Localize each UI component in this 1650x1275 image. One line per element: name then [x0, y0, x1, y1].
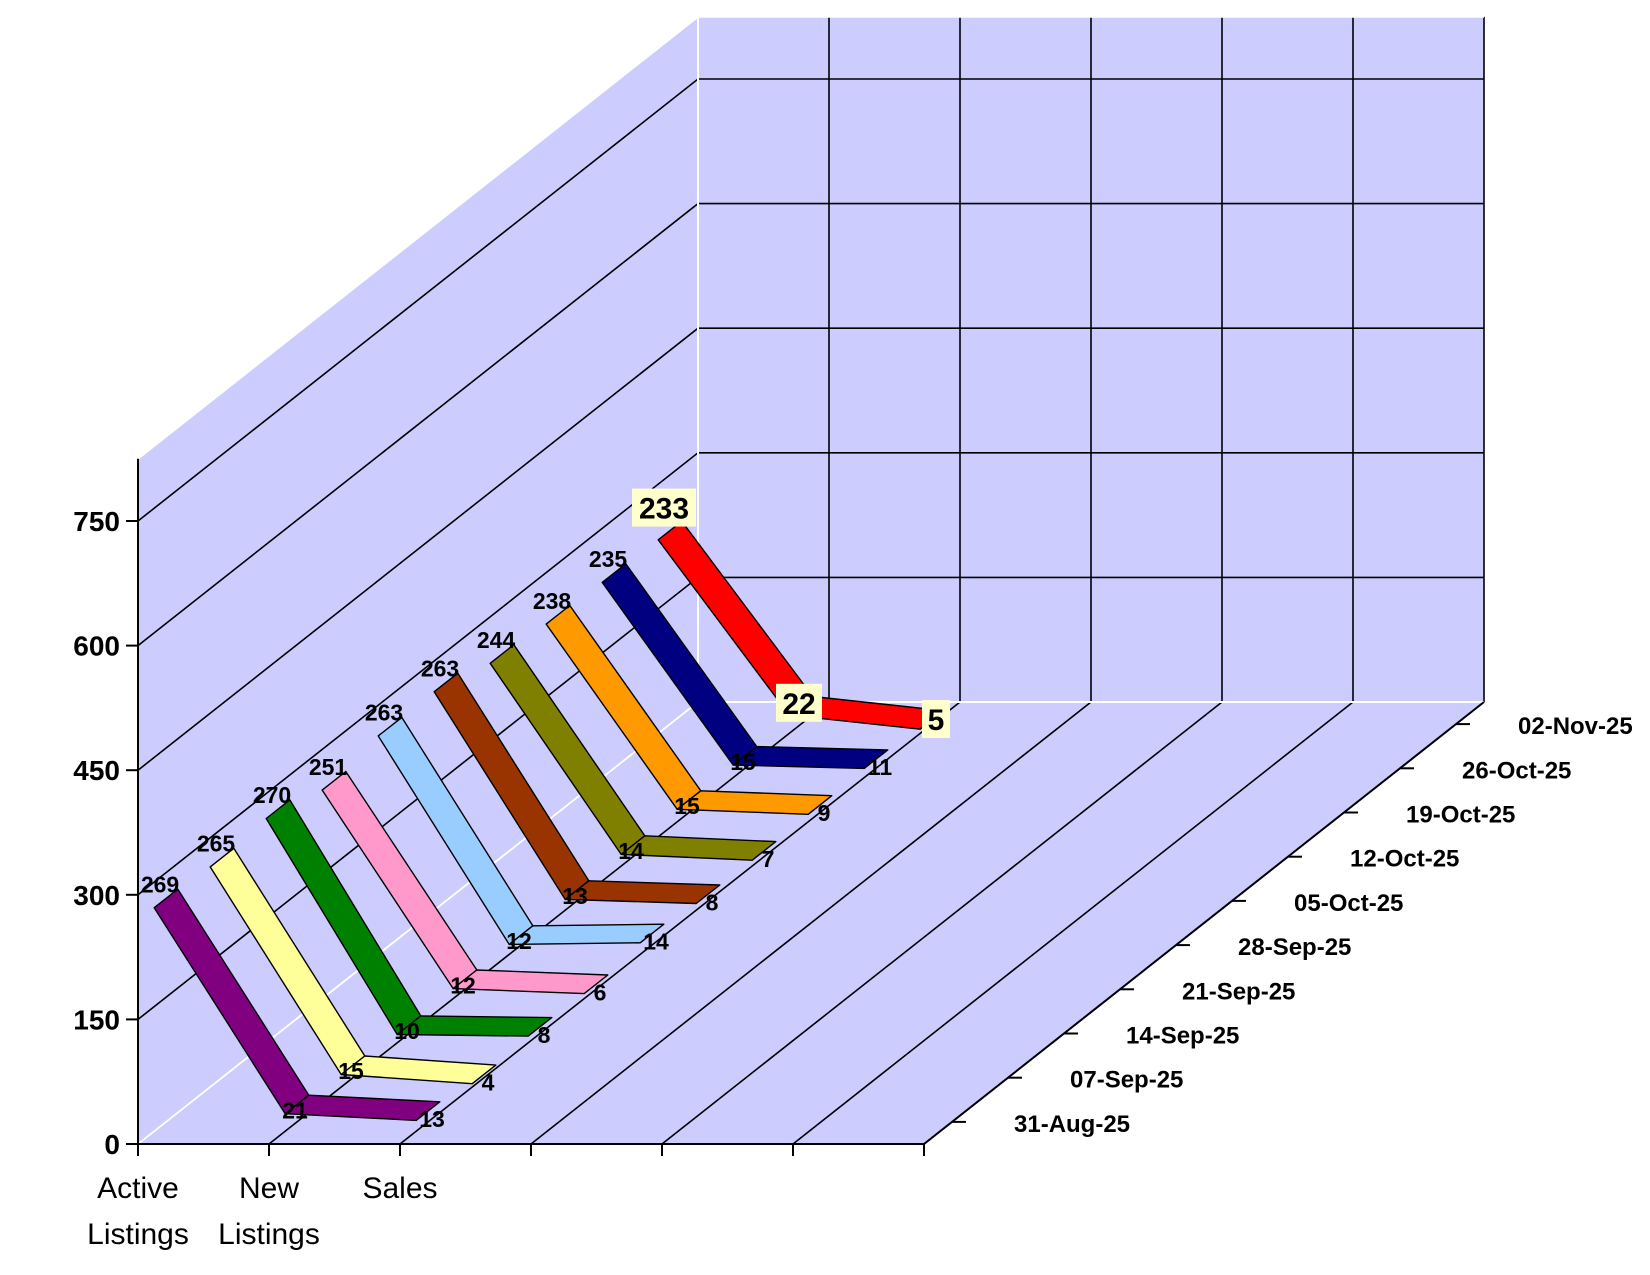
y-tick-label: 600 [73, 631, 120, 662]
data-label: 6 [594, 979, 607, 1005]
ribbon-segment [676, 790, 833, 815]
chart-walls [138, 16, 1484, 1145]
series-ribbon [153, 888, 441, 1122]
ribbon-segment [284, 1094, 441, 1122]
ribbon-segment [340, 1055, 497, 1085]
ribbon-segment [564, 880, 721, 905]
data-label: 21 [282, 1097, 308, 1123]
chart-series [153, 520, 945, 1122]
data-label-box [632, 488, 696, 527]
ribbon-segment [620, 835, 777, 861]
series-date-label: 12-Oct-25 [1350, 846, 1459, 873]
floor-gridline [661, 701, 1223, 1145]
chart-axes: 0 150 300 450 600 750 Active Listings New Listing… [73, 458, 1633, 1251]
series-ribbon [321, 770, 609, 995]
series-date-label: 21-Sep-25 [1182, 978, 1295, 1005]
data-label: 12 [450, 972, 476, 998]
data-label: 10 [394, 1018, 420, 1044]
series-date-label: 28-Sep-25 [1238, 934, 1351, 961]
data-label: 15 [674, 793, 700, 819]
series-ribbon [433, 672, 721, 905]
data-label: 263 [365, 700, 403, 726]
y-tick-label: 300 [73, 880, 120, 911]
series-date-label: 26-Oct-25 [1462, 757, 1571, 784]
data-label: 251 [309, 754, 348, 780]
data-label: 235 [589, 546, 628, 572]
series-date-label: 14-Sep-25 [1126, 1023, 1239, 1050]
data-label: 15 [338, 1058, 364, 1084]
data-label: 263 [421, 655, 459, 681]
data-label-box [776, 683, 822, 722]
floor-gridline [399, 701, 961, 1145]
series-date-label: 05-Oct-25 [1294, 890, 1403, 917]
series-date-label: 02-Nov-25 [1518, 713, 1633, 740]
data-label: 14 [618, 838, 644, 864]
data-label: 14 [643, 928, 669, 954]
data-label: 12 [506, 928, 532, 954]
series-ribbon [489, 644, 777, 861]
data-label: 11 [868, 754, 893, 780]
data-label: 8 [538, 1022, 551, 1048]
series-ribbon [545, 604, 833, 815]
data-label: 4 [482, 1069, 495, 1095]
category-label: New Listings [218, 1172, 320, 1251]
wall-edge [137, 15, 699, 460]
data-label: 7 [762, 846, 775, 872]
y-tick-label: 0 [104, 1129, 120, 1160]
data-label: 244 [477, 627, 516, 653]
series-date-label: 31-Aug-25 [1014, 1111, 1130, 1138]
data-label-box [922, 699, 950, 738]
ribbon-segment [452, 969, 609, 995]
data-label: 9 [818, 800, 831, 826]
series-ribbon [265, 799, 553, 1037]
data-label: 265 [197, 831, 236, 857]
data-label: 22 [782, 688, 815, 721]
series-ribbon [377, 716, 665, 946]
left-wall [138, 16, 698, 1145]
chart-labels: 269 21 13 265 15 4 270 10 8 251 12 6 263 12 14 263 13 8 24… [141, 488, 950, 1132]
category-label: Active Listings [87, 1172, 189, 1251]
series-ribbon [209, 847, 497, 1085]
data-label: 269 [141, 871, 179, 897]
category-label: Sales [362, 1172, 437, 1205]
data-label: 13 [562, 883, 588, 909]
ribbon-segment [396, 1015, 553, 1037]
ribbon-segment [732, 745, 889, 770]
y-tick-label: 450 [73, 755, 120, 786]
floor-gridline [530, 701, 1092, 1145]
y-tick-label: 150 [73, 1004, 120, 1035]
floor-gridline [792, 701, 1354, 1145]
series-date-label: 19-Oct-25 [1406, 802, 1515, 829]
data-label: 8 [706, 889, 719, 915]
data-label: 13 [419, 1106, 445, 1132]
data-label: 15 [730, 749, 756, 775]
y-tick-label: 750 [73, 506, 120, 537]
data-label: 5 [928, 704, 945, 737]
data-label: 270 [253, 782, 291, 808]
series-ribbon [601, 563, 889, 770]
data-label: 238 [533, 588, 572, 614]
ribbon-segment [508, 923, 665, 946]
data-label: 233 [639, 493, 689, 526]
series-date-label: 07-Sep-25 [1070, 1067, 1183, 1094]
depth-axis [923, 701, 1485, 1145]
